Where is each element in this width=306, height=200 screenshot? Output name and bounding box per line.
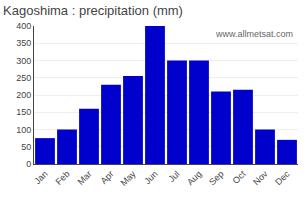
svg-text:250: 250 bbox=[16, 73, 31, 83]
svg-text:300: 300 bbox=[16, 56, 31, 66]
svg-text:Mar: Mar bbox=[76, 169, 94, 187]
svg-text:100: 100 bbox=[16, 125, 31, 135]
svg-text:0: 0 bbox=[26, 159, 31, 169]
svg-text:200: 200 bbox=[16, 90, 31, 100]
svg-text:400: 400 bbox=[16, 21, 31, 31]
svg-text:Feb: Feb bbox=[54, 169, 72, 187]
svg-text:www.allmetsat.com: www.allmetsat.com bbox=[215, 29, 293, 39]
svg-text:150: 150 bbox=[16, 107, 31, 117]
svg-text:Jul: Jul bbox=[166, 169, 181, 184]
svg-text:50: 50 bbox=[21, 142, 31, 152]
svg-text:Dec: Dec bbox=[273, 168, 292, 187]
svg-text:Aug: Aug bbox=[185, 169, 203, 187]
svg-text:Nov: Nov bbox=[251, 168, 270, 187]
svg-text:Oct: Oct bbox=[231, 168, 248, 185]
svg-text:May: May bbox=[118, 168, 137, 187]
svg-text:Kagoshima : precipitation (mm): Kagoshima : precipitation (mm) bbox=[3, 3, 183, 18]
svg-text:Apr: Apr bbox=[99, 169, 116, 186]
svg-text:350: 350 bbox=[16, 38, 31, 48]
svg-text:Jun: Jun bbox=[142, 169, 159, 186]
svg-text:Sep: Sep bbox=[207, 169, 225, 187]
svg-text:Jan: Jan bbox=[32, 169, 49, 186]
